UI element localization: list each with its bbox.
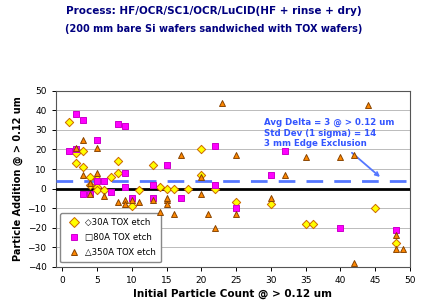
Point — [156, 210, 163, 215]
Point — [73, 112, 80, 117]
Point — [163, 198, 170, 203]
Point — [80, 137, 86, 142]
Point — [80, 192, 86, 197]
Point — [211, 182, 218, 187]
Point — [149, 198, 156, 203]
Point — [308, 221, 315, 226]
Point — [86, 180, 93, 185]
Point — [232, 211, 239, 216]
Point — [198, 147, 204, 152]
Point — [135, 200, 142, 205]
Point — [114, 122, 121, 127]
Point — [198, 175, 204, 179]
Point — [66, 149, 73, 154]
Point — [73, 147, 80, 152]
Point — [149, 182, 156, 187]
Point — [399, 247, 406, 251]
Point — [80, 149, 86, 154]
Point — [121, 124, 128, 128]
Point — [281, 149, 288, 154]
Point — [391, 227, 398, 232]
Point — [114, 200, 121, 205]
Point — [66, 120, 73, 125]
Point — [121, 171, 128, 175]
Point — [350, 153, 357, 158]
Point — [149, 196, 156, 201]
Text: Process: HF/OCR/SC1/OCR/LuCID(HF + rinse + dry): Process: HF/OCR/SC1/OCR/LuCID(HF + rinse… — [66, 6, 360, 16]
Point — [336, 155, 343, 160]
X-axis label: Initial Particle Count @ > 0.12 um: Initial Particle Count @ > 0.12 um — [133, 289, 331, 299]
Y-axis label: Particle Addition @ > 0.12 um: Particle Addition @ > 0.12 um — [13, 96, 23, 261]
Point — [177, 196, 184, 201]
Point — [94, 137, 101, 142]
Point — [94, 188, 101, 193]
Text: Avg Delta = 3 @ > 0.12 um
Std Dev (1 sigma) = 14
3 mm Edge Exclusion: Avg Delta = 3 @ > 0.12 um Std Dev (1 sig… — [263, 118, 394, 176]
Point — [267, 172, 274, 177]
Point — [177, 153, 184, 158]
Point — [86, 192, 93, 197]
Point — [391, 247, 398, 251]
Point — [163, 196, 170, 201]
Point — [184, 186, 190, 191]
Point — [232, 206, 239, 211]
Point — [121, 184, 128, 189]
Point — [211, 143, 218, 148]
Point — [114, 171, 121, 175]
Point — [163, 186, 170, 191]
Point — [114, 159, 121, 164]
Point — [94, 178, 101, 183]
Point — [94, 171, 101, 175]
Legend: ◇30A TOX etch, □80A TOX etch, △350A TOX etch: ◇30A TOX etch, □80A TOX etch, △350A TOX … — [60, 213, 161, 262]
Point — [391, 241, 398, 246]
Point — [80, 118, 86, 123]
Point — [211, 225, 218, 230]
Point — [128, 204, 135, 208]
Point — [219, 100, 225, 105]
Point — [302, 155, 308, 160]
Point — [73, 161, 80, 165]
Point — [163, 163, 170, 168]
Point — [101, 188, 107, 193]
Point — [391, 233, 398, 238]
Point — [170, 211, 177, 216]
Point — [350, 260, 357, 265]
Point — [86, 175, 93, 179]
Point — [170, 186, 177, 191]
Point — [198, 192, 204, 197]
Point — [198, 172, 204, 177]
Point — [128, 198, 135, 203]
Text: (200 mm bare Si wafers sandwiched with TOX wafers): (200 mm bare Si wafers sandwiched with T… — [65, 24, 361, 34]
Point — [211, 186, 218, 191]
Point — [94, 145, 101, 150]
Point — [135, 188, 142, 193]
Point — [121, 198, 128, 203]
Point — [336, 225, 343, 230]
Point — [232, 200, 239, 205]
Point — [80, 165, 86, 169]
Point — [364, 102, 371, 107]
Point — [94, 176, 101, 181]
Point — [267, 196, 274, 201]
Point — [107, 190, 114, 195]
Point — [80, 172, 86, 177]
Point — [73, 151, 80, 156]
Point — [232, 153, 239, 158]
Point — [267, 202, 274, 207]
Point — [121, 202, 128, 207]
Point — [101, 194, 107, 199]
Point — [156, 184, 163, 189]
Point — [163, 202, 170, 207]
Point — [94, 184, 101, 189]
Point — [101, 178, 107, 183]
Point — [204, 211, 211, 216]
Point — [86, 192, 93, 197]
Point — [107, 175, 114, 179]
Point — [128, 196, 135, 201]
Point — [371, 206, 378, 211]
Point — [86, 182, 93, 187]
Point — [149, 163, 156, 168]
Point — [73, 145, 80, 150]
Point — [302, 221, 308, 226]
Point — [281, 172, 288, 177]
